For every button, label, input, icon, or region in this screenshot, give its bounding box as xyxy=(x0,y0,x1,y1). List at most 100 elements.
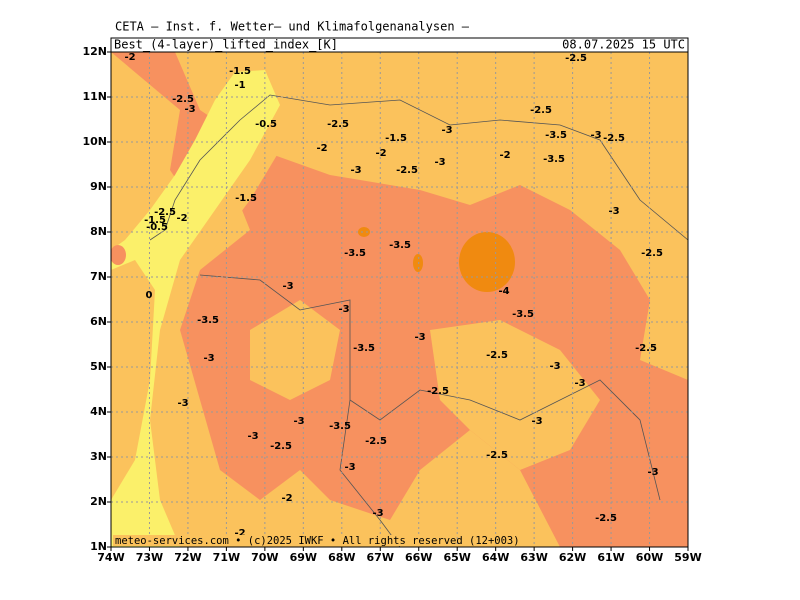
contour-label: -3 xyxy=(293,416,304,427)
contour-label: -2.5 xyxy=(154,207,176,218)
contour-label: -0.5 xyxy=(255,119,277,130)
contour-label: -3 xyxy=(203,353,214,364)
valid-time: 08.07.2025 15 UTC xyxy=(562,38,685,52)
contour-label: -3.5 xyxy=(389,240,411,251)
footer-background xyxy=(113,535,433,546)
field-region-orange xyxy=(250,300,340,400)
title: CETA – Inst. f. Wetter– und Klimafolgena… xyxy=(115,20,470,34)
contour-label: -2.5 xyxy=(172,94,194,105)
contour-label: -3 xyxy=(372,508,383,519)
contour-label: -2.5 xyxy=(327,119,349,130)
contour-label: -3.5 xyxy=(329,421,351,432)
lon-label: 74W xyxy=(97,551,124,564)
lat-label: 7N xyxy=(90,270,107,283)
field-region-dark xyxy=(459,232,515,292)
contour-label: -2 xyxy=(124,52,135,63)
contour-label: -2.5 xyxy=(530,105,552,116)
lat-label: 10N xyxy=(82,135,107,148)
lon-label: 72W xyxy=(174,551,201,564)
contour-label: -2.5 xyxy=(486,350,508,361)
contour-label: -2.5 xyxy=(270,441,292,452)
contour-label: -2.5 xyxy=(427,386,449,397)
contour-label: -3 xyxy=(414,332,425,343)
contour-label: -2.5 xyxy=(635,343,657,354)
contour-label: -2.5 xyxy=(486,450,508,461)
contour-label: -2 xyxy=(176,213,187,224)
field-region-orange xyxy=(111,60,300,547)
contour-label: -3.5 xyxy=(512,309,534,320)
lat-label: 9N xyxy=(90,180,107,193)
lon-label: 60W xyxy=(636,551,663,564)
lat-label: 3N xyxy=(90,450,107,463)
lon-label: 63W xyxy=(520,551,547,564)
lon-label: 66W xyxy=(405,551,432,564)
contour-label: -3 xyxy=(184,104,195,115)
lon-label: 68W xyxy=(328,551,355,564)
contour-label: -3 xyxy=(647,467,658,478)
contour-label: -1.5 xyxy=(385,133,407,144)
contour-label: 0 xyxy=(146,290,153,301)
lon-label: 62W xyxy=(559,551,586,564)
field-region-orange xyxy=(420,100,520,200)
lat-label: 12N xyxy=(82,45,107,58)
field-region-salmon xyxy=(111,245,126,265)
contour-label: -3 xyxy=(338,304,349,315)
lon-label: 64W xyxy=(482,551,509,564)
footer-credit: meteo-services.com • (c)2025 IWKF • All … xyxy=(115,535,520,547)
map-frame xyxy=(110,51,689,548)
contour-label: -1 xyxy=(234,80,245,91)
contour-label: -0.5 xyxy=(146,222,168,233)
lon-label: 70W xyxy=(251,551,278,564)
lon-label: 61W xyxy=(597,551,624,564)
contour-label: -2.5 xyxy=(595,513,617,524)
lon-label: 59W xyxy=(674,551,701,564)
contour-label: -1.5 xyxy=(144,215,166,226)
contour-label: -3 xyxy=(247,431,258,442)
contour-label: -2.5 xyxy=(365,436,387,447)
contour-label: -3 xyxy=(282,281,293,292)
field-region-dark xyxy=(413,254,423,272)
map-area xyxy=(111,52,688,547)
contour-label: -2.5 xyxy=(641,248,663,259)
contour-label: -3 xyxy=(434,157,445,168)
contour-label: -3 xyxy=(590,130,601,141)
field-region-dark xyxy=(358,227,370,237)
contour-label: -4 xyxy=(498,286,509,297)
contour-label: -3 xyxy=(177,398,188,409)
border-line xyxy=(199,274,661,501)
lat-label: 4N xyxy=(90,405,107,418)
contour-label: -2 xyxy=(499,150,510,161)
lon-label: 65W xyxy=(443,551,470,564)
lon-label: 69W xyxy=(290,551,317,564)
contour-label: -3 xyxy=(549,361,560,372)
contour-label: -2.5 xyxy=(565,53,587,64)
field-region-orange xyxy=(430,320,600,470)
lat-label: 5N xyxy=(90,360,107,373)
contour-label: -3 xyxy=(350,165,361,176)
lat-label: 2N xyxy=(90,495,107,508)
contour-label: -2.5 xyxy=(603,133,625,144)
contour-label: -3.5 xyxy=(545,130,567,141)
lon-label: 73W xyxy=(136,551,163,564)
contour-label: -3 xyxy=(574,378,585,389)
field-name: Best_(4-layer)_lifted_index_[K] xyxy=(114,38,338,52)
contour-label: -2 xyxy=(281,493,292,504)
field-region-orange xyxy=(111,260,155,500)
contour-label: -1.5 xyxy=(235,193,257,204)
contour-label: -3.5 xyxy=(353,343,375,354)
coastline xyxy=(149,94,688,241)
lon-label: 71W xyxy=(213,551,240,564)
contour-label: -2 xyxy=(316,143,327,154)
contour-label: -3 xyxy=(344,462,355,473)
contour-label: -2.5 xyxy=(396,165,418,176)
border-line xyxy=(339,399,401,547)
contour-label: -1.5 xyxy=(229,66,251,77)
contour-label: -3 xyxy=(608,206,619,217)
lat-label: 8N xyxy=(90,225,107,238)
contour-label: -3.5 xyxy=(344,248,366,259)
lat-label: 6N xyxy=(90,315,107,328)
contour-label: -3.5 xyxy=(197,315,219,326)
lat-label: 11N xyxy=(82,90,107,103)
